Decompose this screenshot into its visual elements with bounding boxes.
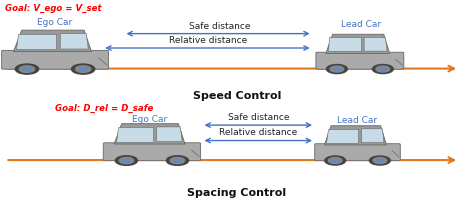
FancyBboxPatch shape — [103, 143, 201, 161]
Circle shape — [170, 158, 185, 164]
Text: Goal: V_ego = V_set: Goal: V_ego = V_set — [5, 4, 102, 13]
Circle shape — [328, 158, 342, 164]
FancyBboxPatch shape — [1, 51, 109, 70]
Text: Relative distance: Relative distance — [169, 36, 247, 45]
Circle shape — [15, 65, 39, 75]
Circle shape — [325, 156, 346, 165]
Polygon shape — [116, 127, 153, 142]
Circle shape — [327, 65, 347, 74]
Polygon shape — [364, 38, 387, 52]
Text: Ego Car: Ego Car — [37, 18, 73, 27]
Circle shape — [173, 159, 182, 163]
Circle shape — [72, 65, 95, 75]
Text: Speed Control: Speed Control — [193, 91, 281, 101]
Circle shape — [373, 158, 387, 164]
Circle shape — [379, 68, 386, 71]
Polygon shape — [326, 35, 390, 54]
Text: Lead Car: Lead Car — [341, 20, 381, 29]
Circle shape — [330, 67, 344, 73]
Text: Safe distance: Safe distance — [228, 112, 289, 121]
Polygon shape — [60, 34, 88, 50]
FancyBboxPatch shape — [316, 53, 404, 70]
Polygon shape — [16, 34, 56, 50]
FancyBboxPatch shape — [315, 144, 400, 161]
Polygon shape — [328, 38, 361, 52]
Text: Ego Car: Ego Car — [132, 114, 167, 123]
Text: Relative distance: Relative distance — [219, 128, 297, 137]
Circle shape — [123, 159, 130, 163]
Text: Lead Car: Lead Car — [337, 115, 378, 124]
Circle shape — [376, 67, 390, 73]
Polygon shape — [114, 124, 185, 144]
Circle shape — [369, 156, 390, 165]
Circle shape — [331, 159, 339, 162]
Circle shape — [119, 158, 134, 164]
Circle shape — [75, 67, 91, 73]
Polygon shape — [13, 31, 91, 52]
Text: Goal: D_rel = D_safe: Goal: D_rel = D_safe — [55, 103, 154, 112]
Text: Safe distance: Safe distance — [189, 21, 250, 30]
Circle shape — [333, 68, 340, 71]
Text: Spacing Control: Spacing Control — [187, 187, 287, 197]
Circle shape — [23, 68, 31, 71]
Polygon shape — [326, 129, 358, 143]
Circle shape — [19, 67, 35, 73]
Circle shape — [79, 68, 87, 71]
Polygon shape — [324, 126, 386, 145]
Polygon shape — [156, 127, 182, 142]
Polygon shape — [362, 129, 384, 143]
Circle shape — [115, 156, 137, 166]
Circle shape — [166, 156, 189, 166]
Circle shape — [373, 65, 393, 74]
Circle shape — [376, 159, 383, 162]
